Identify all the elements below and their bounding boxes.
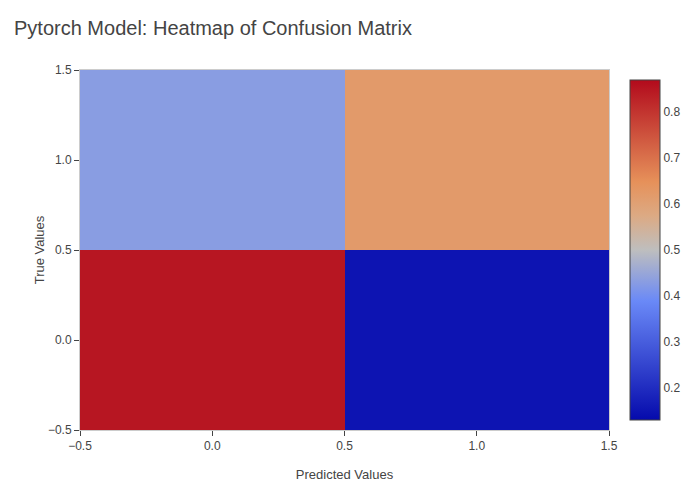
svg-text:0.5: 0.5 [55, 243, 72, 257]
svg-text:0.0: 0.0 [55, 333, 72, 347]
svg-text:Predicted Values: Predicted Values [296, 467, 394, 482]
svg-text:0.5: 0.5 [336, 439, 353, 453]
svg-text:1.0: 1.0 [468, 439, 485, 453]
svg-text:0.7: 0.7 [663, 151, 680, 165]
svg-text:0.6: 0.6 [663, 197, 680, 211]
svg-text:0.8: 0.8 [663, 105, 680, 119]
svg-text:0.3: 0.3 [663, 335, 680, 349]
svg-text:1.5: 1.5 [601, 439, 618, 453]
svg-text:0.2: 0.2 [663, 381, 680, 395]
svg-text:Pytorch Model: Heatmap of Conf: Pytorch Model: Heatmap of Confusion Matr… [14, 17, 412, 39]
svg-text:−0.5: −0.5 [48, 423, 72, 437]
svg-text:0.5: 0.5 [663, 243, 680, 257]
svg-text:True Values: True Values [32, 215, 47, 284]
svg-text:−0.5: −0.5 [68, 439, 92, 453]
svg-text:0.4: 0.4 [663, 289, 680, 303]
svg-text:1.5: 1.5 [55, 63, 72, 77]
svg-text:0.0: 0.0 [204, 439, 221, 453]
svg-text:1.0: 1.0 [55, 153, 72, 167]
